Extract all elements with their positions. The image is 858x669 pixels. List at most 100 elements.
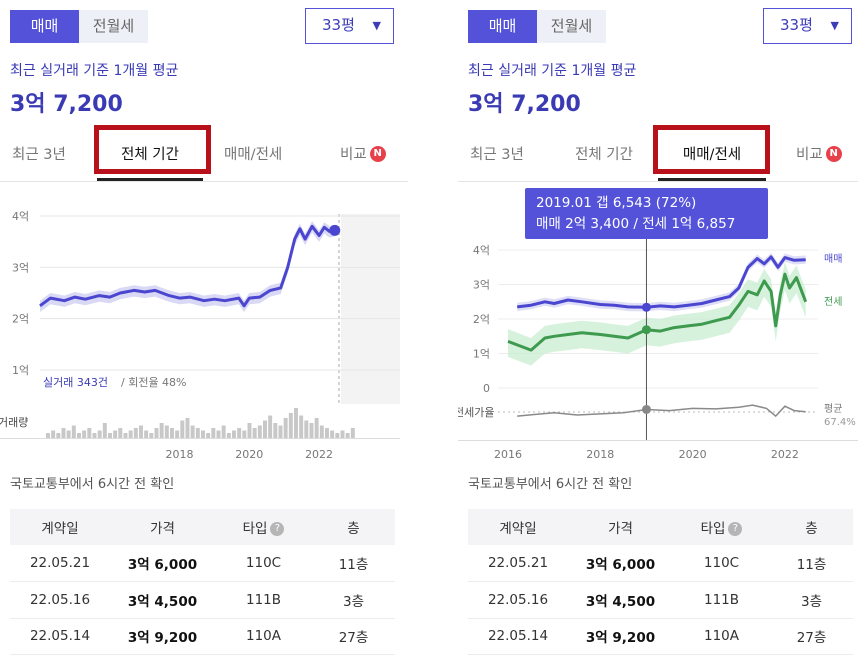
y-tick-label: 1억 [12, 364, 29, 377]
cell-floor: 11층 [312, 545, 395, 582]
tab-compare[interactable]: 비교 N [340, 128, 386, 182]
future-area [341, 214, 400, 404]
volume-bar [164, 425, 169, 438]
table-row[interactable]: 22.05.21 3억 6,000 110C 11층 [468, 545, 853, 582]
deal-type-rent[interactable]: 전월세 [550, 17, 593, 35]
tab-recent-3y[interactable]: 최근 3년 [12, 147, 66, 163]
cell-date: 22.05.16 [468, 581, 568, 619]
tab-compare-label: 비교 [340, 147, 367, 163]
header-date: 계약일 [10, 509, 110, 545]
volume-bar [319, 425, 324, 438]
deal-type-sale[interactable]: 매매 [468, 10, 537, 43]
cell-floor: 3층 [312, 581, 395, 619]
cell-price: 3억 4,500 [110, 581, 215, 619]
size-select[interactable]: 33평 ▼ [763, 8, 852, 44]
size-select-value: 33평 [322, 16, 355, 34]
size-select[interactable]: 33평 ▼ [305, 8, 394, 44]
cell-price: 3억 4,500 [568, 581, 673, 619]
table-row[interactable]: 22.05.14 3억 9,200 110A 27층 [10, 618, 395, 655]
tab-all-period[interactable]: 전체 기간 [97, 128, 203, 182]
price-chart-all-period[interactable]: 실거래 343건 / 회전율 48% 거래량 4억 3억 2억 1억 2018 2020 2… [0, 190, 408, 466]
new-badge: N [369, 146, 386, 162]
help-icon[interactable]: ? [728, 522, 743, 536]
volume-bar [252, 428, 257, 438]
tab-sale-jeonse[interactable]: 매매/전세 [658, 128, 766, 182]
cell-date: 22.05.14 [468, 618, 568, 655]
tab-all-period[interactable]: 전체 기간 [575, 147, 633, 163]
header-floor: 층 [312, 509, 395, 545]
table-row[interactable]: 22.05.16 3억 4,500 111B 3층 [468, 581, 853, 619]
cell-type: 110C [215, 545, 312, 582]
cell-price: 3억 9,200 [568, 618, 673, 655]
tab-recent-3y[interactable]: 최근 3년 [470, 147, 524, 163]
new-badge: N [825, 146, 842, 162]
tooltip-line-2: 매매 2억 3,400 / 전세 1억 6,857 [536, 216, 736, 232]
ratio-hover-point [641, 404, 651, 414]
volume-bar [335, 433, 340, 438]
volume-bar [221, 425, 226, 438]
source-note: 국토교통부에서 6시간 전 확인 [468, 477, 633, 492]
cell-floor: 3층 [770, 581, 853, 619]
chart-tooltip: 2019.01 갭 6,543 (72%) 매매 2억 3,400 / 전세 1… [525, 188, 768, 239]
latest-point [329, 224, 341, 236]
tab-sale-jeonse[interactable]: 매매/전세 [224, 147, 283, 163]
caret-down-icon: ▼ [372, 19, 381, 32]
series-line-매매 [517, 255, 806, 309]
volume-bar [304, 420, 309, 438]
volume-bar [123, 433, 128, 438]
volume-bar [232, 430, 236, 438]
volume-bar [92, 433, 97, 438]
volume-bar [268, 415, 273, 438]
table-row[interactable]: 22.05.16 3억 4,500 111B 3층 [10, 581, 395, 619]
trade-count-label: 실거래 343건 [43, 376, 108, 389]
header-type-label: 타입 [242, 521, 268, 537]
volume-bar [206, 433, 211, 438]
volume-bar [66, 430, 71, 438]
volume-bar [149, 433, 154, 438]
volume-bar [180, 420, 185, 438]
ratio-average-value: 67.4% [824, 417, 856, 428]
tab-compare[interactable]: 비교 N [796, 128, 842, 182]
x-tick-label: 2020 [679, 448, 707, 461]
volume-bar [350, 428, 355, 438]
chart-plot-area: 4억 3억 2억 1억 0 2016 2018 2020 2022 [458, 190, 858, 461]
sale-series-label: 매매 [824, 253, 842, 265]
y-tick-label: 0 [483, 382, 490, 395]
chart-plot-area: 4억 3억 2억 1억 2018 2020 2022 [0, 210, 400, 461]
cell-type: 111B [673, 581, 770, 619]
deal-type-sale[interactable]: 매매 [10, 10, 79, 43]
volume-bar [139, 425, 143, 438]
volume-bar [133, 428, 138, 438]
volume-bar [46, 433, 50, 438]
cell-type: 110C [673, 545, 770, 582]
volume-bar [118, 428, 123, 438]
volume-bar [102, 423, 107, 438]
x-tick-label: 2018 [586, 448, 614, 461]
x-tick-label: 2022 [771, 448, 799, 461]
volume-bar [159, 423, 164, 438]
header-floor: 층 [770, 509, 853, 545]
cell-date: 22.05.16 [10, 581, 110, 619]
turnover-label: / 회전율 48% [121, 376, 187, 389]
table-row[interactable]: 22.05.14 3억 9,200 110A 27층 [468, 618, 853, 655]
volume-bar [211, 428, 216, 438]
sale-hover-point [641, 302, 651, 312]
cell-price: 3억 6,000 [568, 545, 673, 582]
volume-bar [108, 433, 112, 438]
table-row[interactable]: 22.05.21 3억 6,000 110C 11층 [10, 545, 395, 582]
y-tick-label: 4억 [12, 210, 29, 223]
cell-price: 3억 6,000 [110, 545, 215, 582]
volume-bar [154, 428, 159, 438]
deal-type-rent[interactable]: 전월세 [92, 17, 135, 35]
x-tick-label: 2022 [305, 448, 333, 461]
price-range-band [40, 221, 335, 312]
cell-type: 111B [215, 581, 312, 619]
help-icon[interactable]: ? [270, 522, 285, 536]
y-tick-label: 2억 [473, 313, 490, 326]
x-tick-label: 2016 [494, 448, 522, 461]
cell-date: 22.05.21 [10, 545, 110, 582]
volume-bar [77, 433, 81, 438]
deal-type-toggle: 매매 전월세 [10, 10, 148, 43]
volume-bar [325, 428, 329, 438]
